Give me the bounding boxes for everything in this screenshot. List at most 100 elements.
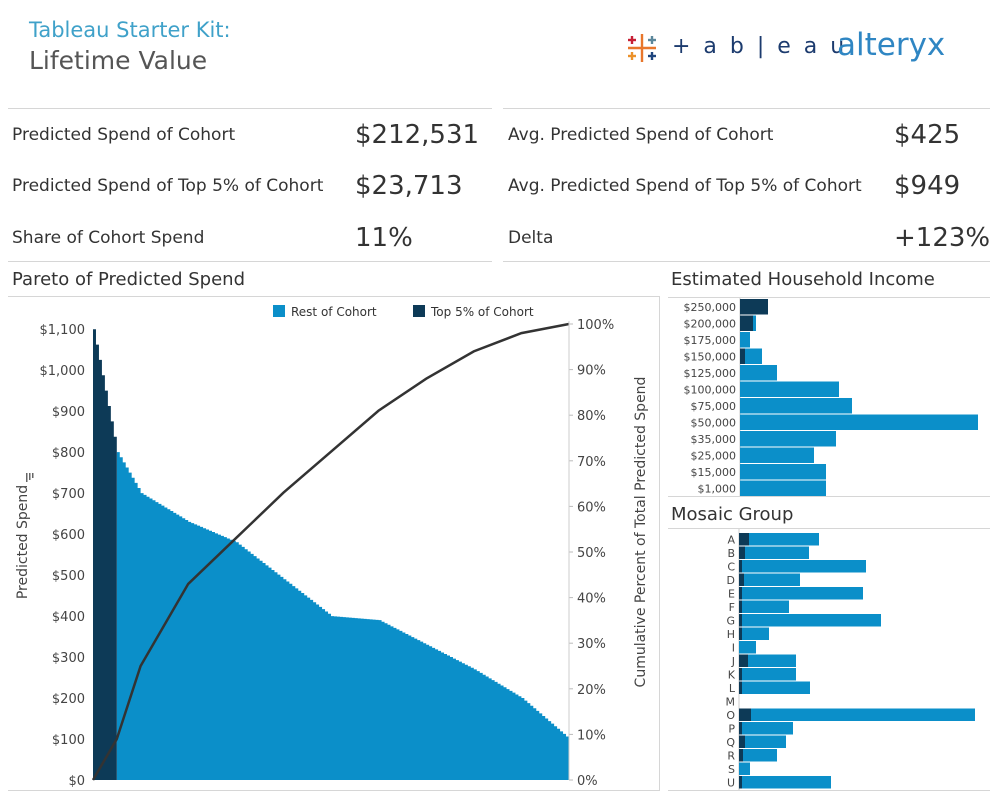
y-tick-label: $600 [52, 528, 85, 543]
category-label: R [727, 749, 735, 762]
bar-rest-of-cohort [745, 735, 786, 748]
mosaic-bottom-border [668, 790, 990, 791]
bar-rest-of-cohort [740, 480, 826, 496]
pareto-chart-title: Pareto of Predicted Spend [12, 269, 245, 290]
category-label: H [727, 628, 735, 641]
kpi-value-top5-spend: $23,713 [355, 171, 463, 201]
bar-rest-of-cohort [744, 573, 800, 586]
bar-rest-of-cohort [742, 627, 769, 640]
category-label: $100,000 [684, 383, 737, 396]
bar-rest-of-cohort [742, 681, 810, 694]
category-label: E [728, 587, 735, 600]
bar-rest-of-cohort [748, 654, 796, 667]
category-label: I [732, 641, 735, 654]
y-tick-label: $300 [52, 651, 85, 666]
y-tick-label: $400 [52, 610, 85, 625]
bar-rest-of-cohort [745, 546, 809, 559]
bar-rest-of-cohort [740, 414, 978, 430]
y2-tick-label: 80% [577, 409, 606, 424]
pareto-right-border [659, 296, 660, 791]
category-label: $250,000 [684, 301, 737, 314]
bar-top-5 [739, 708, 751, 721]
rest-of-cohort-area [116, 452, 570, 780]
mosaic-top-border [668, 528, 990, 529]
kpi-value-share: 11% [355, 223, 413, 253]
bar-rest-of-cohort [749, 533, 819, 546]
bar-rest-of-cohort [742, 776, 831, 789]
kpi-label-delta: Delta [508, 228, 554, 248]
y-tick-label: $500 [52, 569, 85, 584]
category-label: $1,000 [698, 482, 737, 495]
bar-top-5 [739, 600, 742, 613]
bar-top-5 [739, 546, 745, 559]
bar-rest-of-cohort [743, 749, 777, 762]
category-label: $150,000 [684, 350, 737, 363]
pareto-y2-axis-label: Cumulative Percent of Total Predicted Sp… [633, 377, 649, 688]
kpi-label-predicted-spend: Predicted Spend of Cohort [12, 125, 236, 145]
bar-top-5 [739, 654, 748, 667]
kpi-value-avg-spend: $425 [894, 120, 961, 150]
category-label: M [726, 695, 736, 708]
bar-rest-of-cohort [751, 708, 975, 721]
bar-rest-of-cohort [742, 722, 793, 735]
income-bottom-border [668, 496, 990, 497]
bar-rest-of-cohort [740, 398, 852, 414]
pareto-chart: $0 $100 $200 $300 $400 $500 $600 $700 $800 $900 $1… [15, 305, 649, 789]
category-label: $35,000 [691, 433, 737, 446]
category-label: P [728, 722, 735, 735]
kpi-divider-top-right [503, 108, 990, 109]
bar-top-5 [740, 299, 768, 315]
bar-rest-of-cohort [740, 464, 826, 480]
y-tick-label: $900 [52, 405, 85, 420]
y2-tick-label: 90% [577, 364, 606, 379]
bar-top-5 [739, 614, 742, 627]
bar-top-5 [739, 560, 742, 573]
income-top-border [668, 297, 990, 298]
sort-icon[interactable] [26, 473, 34, 482]
kpi-label-share: Share of Cohort Spend [12, 228, 205, 248]
bar-rest-of-cohort [739, 762, 750, 775]
category-label: $175,000 [684, 334, 737, 347]
pareto-top-border [8, 296, 659, 297]
y-tick-label: $800 [52, 446, 85, 461]
y2-tick-label: 50% [577, 546, 606, 561]
bar-top-5 [739, 533, 749, 546]
category-label: K [728, 668, 736, 681]
bar-rest-of-cohort [742, 668, 796, 681]
bar-top-5 [740, 315, 753, 331]
bar-top-5 [739, 681, 742, 694]
bar-top-5 [739, 573, 744, 586]
bar-top-5 [739, 668, 742, 681]
y2-tick-label: 40% [577, 592, 606, 607]
bar-rest-of-cohort [742, 614, 881, 627]
category-label: S [728, 763, 735, 776]
kpi-divider-bottom-left [8, 261, 492, 262]
dashboard-title: Lifetime Value [29, 46, 208, 75]
bar-rest-of-cohort [753, 315, 756, 331]
category-label: G [726, 614, 735, 627]
income-chart: $250,000 $200,000 $175,000 $150,000 $125,000… [684, 298, 978, 496]
category-label: L [729, 682, 736, 695]
bar-top-5 [740, 348, 745, 364]
bar-top-5 [739, 735, 745, 748]
kpi-divider-bottom-right [503, 261, 990, 262]
category-label: F [729, 601, 735, 614]
bar-top-5 [739, 587, 742, 600]
bar-rest-of-cohort [742, 600, 789, 613]
bar-rest-of-cohort [740, 381, 839, 397]
dashboard-subtitle: Tableau Starter Kit: [29, 18, 231, 42]
bar-rest-of-cohort [740, 365, 777, 381]
kpi-label-avg-top5-spend: Avg. Predicted Spend of Top 5% of Cohort [508, 176, 862, 196]
bar-rest-of-cohort [740, 431, 836, 447]
bar-rest-of-cohort [740, 332, 750, 348]
y-tick-label: $0 [68, 774, 85, 789]
category-label: J [731, 655, 735, 668]
bar-rest-of-cohort [740, 447, 814, 463]
y2-tick-label: 0% [577, 774, 598, 789]
legend-rest-swatch [273, 305, 285, 317]
bar-top-5 [739, 749, 743, 762]
category-label: $200,000 [684, 317, 737, 330]
legend-top-swatch [413, 305, 425, 317]
category-label: $15,000 [691, 466, 737, 479]
income-chart-title: Estimated Household Income [671, 269, 935, 290]
